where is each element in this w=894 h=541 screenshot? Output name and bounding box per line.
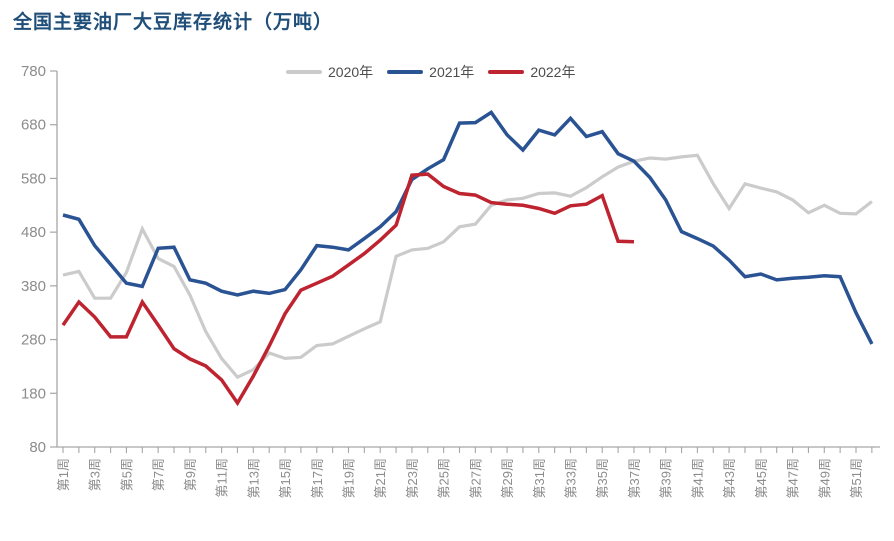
legend: 2020年 2021年 2022年 [286,62,575,82]
y-axis-label: 480 [21,224,46,241]
x-axis-label: 第23周 [405,458,420,498]
x-axis-label: 第27周 [468,458,483,498]
x-axis-label: 第17周 [310,458,325,498]
x-axis-label: 第15周 [278,458,293,498]
x-axis-label: 第19周 [341,458,356,498]
y-axis-label: 80 [29,439,46,456]
series-line-2020 [62,153,873,380]
x-axis-label: 第31周 [532,458,547,498]
x-axis-label: 第49周 [817,458,832,498]
x-axis-label: 第41周 [690,458,705,498]
x-axis-label: 第9周 [183,458,198,491]
x-axis-label: 第45周 [754,458,769,498]
x-axis-label: 第7周 [151,458,166,491]
x-axis-label: 第47周 [786,458,801,498]
x-axis-label: 第13周 [246,458,261,498]
legend-swatch-2020 [286,70,322,74]
x-axis-label: 第33周 [564,458,579,498]
series-line-2022 [61,172,635,407]
x-axis-label: 第51周 [849,458,864,498]
y-axis-label: 580 [21,170,46,187]
x-axis-label: 第37周 [627,458,642,498]
y-axis-label: 380 [21,278,46,295]
x-axis-label: 第43周 [722,458,737,498]
y-axis-label: 680 [21,117,46,134]
x-axis-label: 第25周 [437,458,452,498]
x-axis-label: 第5周 [119,458,134,491]
x-axis-label: 第1周 [56,458,71,491]
legend-label: 2022年 [530,64,576,80]
y-axis-label: 180 [21,385,46,402]
x-axis-label: 第29周 [500,458,515,498]
x-axis-label: 第35周 [595,458,610,498]
x-axis-label: 第39周 [659,458,674,498]
x-axis-label: 第3周 [88,458,103,491]
x-axis-label: 第11周 [215,458,230,498]
y-axis-label: 780 [21,63,46,80]
chart-title: 全国主要油厂大豆库存统计（万吨） [13,12,334,33]
legend-swatch-2022 [488,70,525,74]
y-axis-label: 280 [21,332,46,349]
legend-label: 2021年 [429,64,475,80]
legend-item-2021: 2021年 [387,62,474,82]
legend-item-2022: 2022年 [488,62,575,82]
legend-swatch-2021 [387,70,424,74]
x-axis-label: 第21周 [373,458,388,498]
legend-item-2020: 2020年 [286,62,373,82]
legend-label: 2020年 [328,64,374,80]
series-line-2021 [62,110,874,345]
